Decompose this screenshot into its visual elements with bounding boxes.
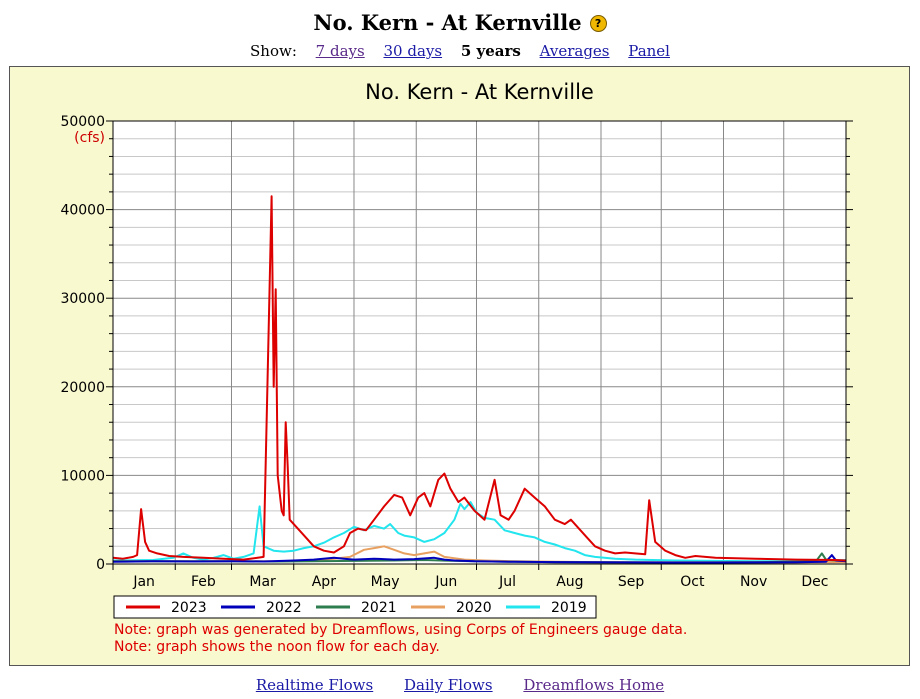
x-tick-label: Feb <box>191 574 216 590</box>
legend-label-2019: 2019 <box>551 600 587 616</box>
y-tick-label: 0 <box>96 557 105 573</box>
footer-links: Realtime Flows Daily Flows Dreamflows Ho… <box>0 676 920 694</box>
x-tick-label: Jan <box>132 574 155 590</box>
nav-7-days-link[interactable]: 7 days <box>315 42 365 60</box>
series-line-2023 <box>112 195 847 562</box>
flow-chart: No. Kern - At Kernville 0 10000 20000 30000 4… <box>60 80 853 655</box>
x-tick-label: Dec <box>801 574 828 590</box>
time-range-nav: Show: 7 days 30 days 5 years Averages Pa… <box>0 42 920 60</box>
show-label: Show: <box>250 42 297 60</box>
nav-averages-link[interactable]: Averages <box>539 42 610 60</box>
x-tick-label: Jul <box>498 574 516 590</box>
nav-5-years-current: 5 years <box>460 42 521 60</box>
x-tick-label: Oct <box>680 574 705 590</box>
y-tick-label: 30000 <box>60 291 105 307</box>
page-title: No. Kern - At Kernville? <box>0 10 920 35</box>
x-tick-label: Apr <box>312 574 336 590</box>
series-line-2022 <box>112 554 847 564</box>
y-axis-unit: (cfs) <box>74 130 105 146</box>
chart-title: No. Kern - At Kernville <box>365 80 594 104</box>
y-tick-label: 50000 <box>60 114 105 130</box>
help-question-icon[interactable]: ? <box>589 15 607 32</box>
legend-label-2021: 2021 <box>361 600 397 616</box>
x-tick-label: Jun <box>434 574 457 590</box>
chart-note: Note: graph was generated by Dreamflows,… <box>114 622 687 638</box>
chart-note: Note: graph shows the noon flow for each… <box>114 639 440 655</box>
legend-label-2023: 2023 <box>171 600 207 616</box>
daily-flows-link[interactable]: Daily Flows <box>404 676 493 694</box>
x-tick-label: Sep <box>618 574 645 590</box>
nav-panel-link[interactable]: Panel <box>628 42 670 60</box>
nav-30-days-link[interactable]: 30 days <box>383 42 443 60</box>
x-tick-label: Aug <box>556 574 583 590</box>
y-tick-label: 10000 <box>60 468 105 484</box>
chart-panel: No. Kern - At Kernville 0 10000 20000 30000 4… <box>9 66 910 666</box>
legend-label-2020: 2020 <box>456 600 492 616</box>
realtime-flows-link[interactable]: Realtime Flows <box>255 676 374 694</box>
legend-label-2022: 2022 <box>266 600 302 616</box>
plot-frame <box>112 120 847 565</box>
x-tick-label: Nov <box>740 574 767 590</box>
y-tick-label: 20000 <box>60 380 105 396</box>
plot-area <box>113 121 846 564</box>
legend-box <box>113 595 597 619</box>
series-line-2019 <box>112 501 847 563</box>
x-tick-label: May <box>371 574 400 590</box>
x-tick-label: Mar <box>249 574 276 590</box>
dreamflows-home-link[interactable]: Dreamflows Home <box>523 676 665 694</box>
y-tick-label: 40000 <box>60 203 105 219</box>
